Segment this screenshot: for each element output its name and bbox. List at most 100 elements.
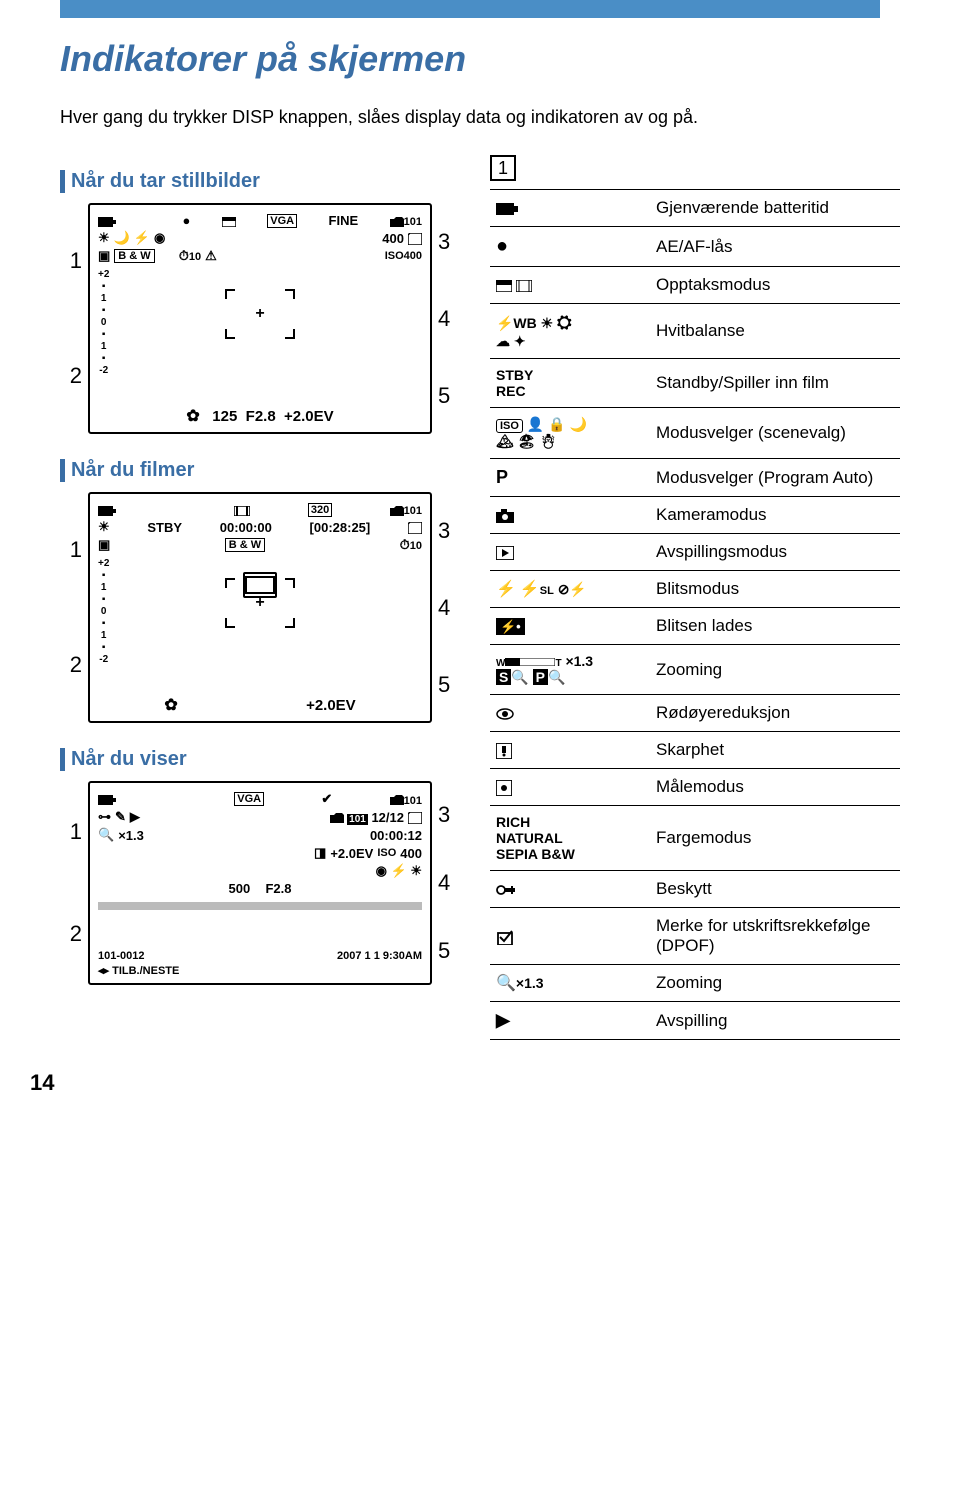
battery-icon xyxy=(98,502,116,517)
desc-cell: Avspilling xyxy=(650,1002,900,1040)
lcd-movie: 320 101 ☀ STBY 00:00:00 [00:28:25] ▣ B &… xyxy=(88,492,432,723)
folder-icon: 101 xyxy=(390,792,422,807)
sun-icon: ☀ xyxy=(98,519,110,535)
dpof-small-icon: ✔ xyxy=(321,791,332,807)
ev-value: +2.0EV xyxy=(284,408,334,425)
battery-icon xyxy=(98,213,116,228)
callout: 5 xyxy=(438,672,460,698)
callout: 4 xyxy=(438,306,460,332)
table-row: Beskytt xyxy=(490,871,900,908)
desc-cell: Beskytt xyxy=(650,871,900,908)
intro-text: Hver gang du trykker DISP knappen, slåes… xyxy=(60,105,900,130)
icon-legend-table: Gjenværende batteritid●AE/AF-lås Opptaks… xyxy=(490,189,900,1040)
callout: 1 xyxy=(60,248,82,274)
icon-cell: ● xyxy=(490,227,650,267)
desc-cell: Opptaksmodus xyxy=(650,267,900,304)
size-label: 320 xyxy=(308,503,332,517)
table-row: ●AE/AF-lås xyxy=(490,227,900,267)
icon-cell: STBY REC xyxy=(490,359,650,408)
icon-cell xyxy=(490,908,650,965)
table-row: RICH NATURAL SEPIA B&WFargemodus xyxy=(490,806,900,871)
callout: 3 xyxy=(438,229,460,255)
desc-cell: AE/AF-lås xyxy=(650,227,900,267)
table-row: ISO 👤 🔒 🌙🏔 🏖 ☃Modusvelger (scenevalg) xyxy=(490,408,900,459)
lcd-still-wrap: 1 2 ● VGA FINE 101 ☀ 🌙⚡ ◉ 400 xyxy=(60,203,460,434)
lcd-movie-wrap: 1 2 320 101 ☀ STBY 00:00:00 [00:28:25] xyxy=(60,492,460,723)
desc-cell: Kameramodus xyxy=(650,497,900,534)
table-row: ⚡WB ☀ ⛭☁ ✦Hvitbalanse xyxy=(490,304,900,359)
frames-remaining: 400 xyxy=(382,231,404,246)
memory-icon xyxy=(408,520,422,535)
folder-icon: 101 xyxy=(390,502,422,517)
datetime: 2007 1 1 9:30AM xyxy=(337,950,422,962)
magnifier-icon: 🔍 xyxy=(98,827,114,843)
play-time: 00:00:12 xyxy=(370,828,422,843)
lcd-playback-wrap: 1 2 VGA ✔ 101 ⊶ ✎ ▶ 101 12/12 xyxy=(60,781,460,985)
vga-label: VGA xyxy=(234,792,264,806)
callout: 2 xyxy=(60,652,82,678)
fine-label: FINE xyxy=(329,213,359,228)
timer-value: 10 xyxy=(410,540,422,552)
icon-cell xyxy=(490,190,650,227)
folder-icon: 101 xyxy=(390,213,422,228)
icon-cell: ⚡WB ☀ ⛭☁ ✦ xyxy=(490,304,650,359)
memory-icon xyxy=(408,231,422,246)
section-still: Når du tar stillbilder xyxy=(60,170,460,193)
desc-cell: Rødøyereduksjon xyxy=(650,695,900,732)
step-icon: ◨ xyxy=(314,845,326,861)
image-counter: 12/12 xyxy=(371,810,404,825)
icon-cell: 🔍×1.3 xyxy=(490,965,650,1002)
icon-cell: ⚡ ⚡SL ⊘⚡ xyxy=(490,571,650,608)
callouts-right: 3 4 5 xyxy=(432,492,460,723)
callout: 2 xyxy=(60,921,82,947)
redeye-small-icon: ◉ xyxy=(154,230,165,246)
protect-small-icon: ⊶ xyxy=(98,809,111,825)
icon-cell xyxy=(490,497,650,534)
region-label: 1 xyxy=(490,155,516,181)
ev-scale: +2 ▪ 1 ▪ 0 ▪ 1 ▪ -2 xyxy=(98,270,109,376)
dpof-small-icon: ✎ xyxy=(115,809,126,825)
desc-cell: Merke for utskriftsrekkefølge (DPOF) xyxy=(650,908,900,965)
aeaf-dot-icon: ● xyxy=(183,213,191,228)
header-bar xyxy=(60,0,880,18)
bw-label: B & W xyxy=(114,249,154,263)
callout: 3 xyxy=(438,802,460,828)
icon-cell xyxy=(490,769,650,806)
icon-cell: ▶ xyxy=(490,1002,650,1040)
progress-bar xyxy=(98,902,422,910)
lcd-playback: VGA ✔ 101 ⊶ ✎ ▶ 101 12/12 🔍×1.3 00:00:12… xyxy=(88,781,432,985)
callout: 3 xyxy=(438,518,460,544)
shutter-speed: 500 xyxy=(229,881,251,896)
desc-cell: Blitsmodus xyxy=(650,571,900,608)
section-movie: Når du filmer xyxy=(60,459,460,482)
capture-icon xyxy=(222,213,236,228)
af-warn-icon: ⚠ xyxy=(205,248,217,264)
icon-cell xyxy=(490,695,650,732)
callouts-right: 3 4 5 xyxy=(432,203,460,434)
desc-cell: Fargemodus xyxy=(650,806,900,871)
table-row: Kameramodus xyxy=(490,497,900,534)
callout: 2 xyxy=(60,363,82,389)
lcd-still: ● VGA FINE 101 ☀ 🌙⚡ ◉ 400 ▣ B & W ⏱10 xyxy=(88,203,432,434)
table-row: Merke for utskriftsrekkefølge (DPOF) xyxy=(490,908,900,965)
battery-icon xyxy=(98,792,116,807)
desc-cell: Målemodus xyxy=(650,769,900,806)
icon-cell: P xyxy=(490,459,650,497)
movie-remain: [00:28:25] xyxy=(310,520,371,535)
pan-icon xyxy=(245,576,275,594)
memory-icon xyxy=(408,810,422,825)
table-row: WT ×1.3S🔍 P🔍Zooming xyxy=(490,645,900,695)
timer-value: 10 xyxy=(189,251,201,263)
desc-cell: Zooming xyxy=(650,645,900,695)
aperture: F2.8 xyxy=(265,881,291,896)
table-row: PModusvelger (Program Auto) xyxy=(490,459,900,497)
desc-cell: Standby/Spiller inn film xyxy=(650,359,900,408)
play-small-icon: ▶ xyxy=(130,809,140,825)
section-playback: Når du viser xyxy=(60,748,460,771)
desc-cell: Modusvelger (Program Auto) xyxy=(650,459,900,497)
sun-icon: ☀ xyxy=(98,230,110,246)
right-column: 1 Gjenværende batteritid●AE/AF-lås Oppta… xyxy=(490,155,900,1040)
bw-label: B & W xyxy=(225,538,265,552)
sharp-icon: ▣ xyxy=(98,537,110,553)
movie-icon xyxy=(234,502,250,517)
